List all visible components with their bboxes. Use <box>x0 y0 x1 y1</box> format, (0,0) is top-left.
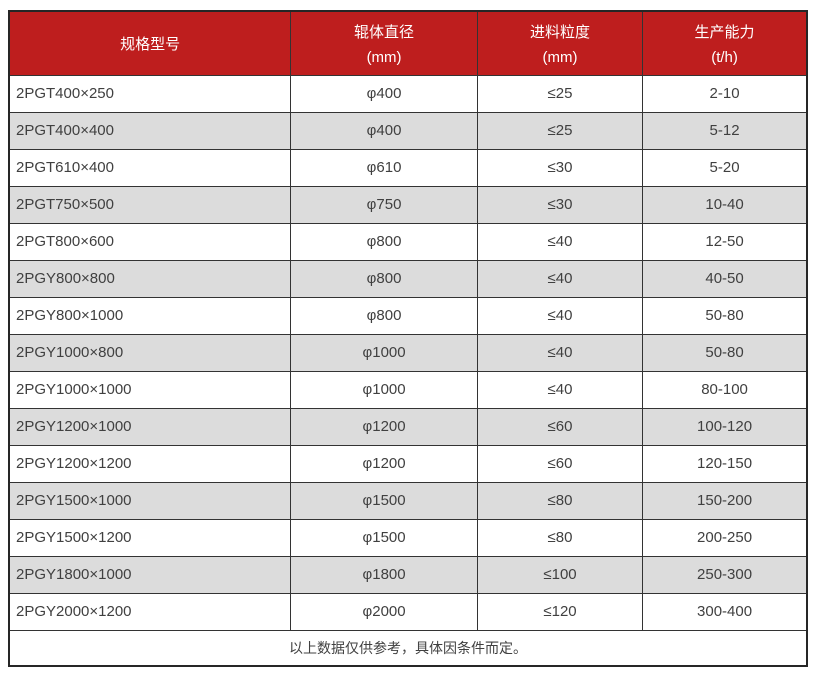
header-row: 规格型号 辊体直径 (mm) 进料粒度 (mm) 生产能力 (t/h) <box>8 10 808 76</box>
header-label: 辊体直径 <box>354 23 415 41</box>
spec-model-cell: 2PGT750×500 <box>8 185 292 224</box>
feed-size-cell: ≤120 <box>476 592 644 631</box>
capacity-cell: 120-150 <box>642 444 808 483</box>
roller-diameter-cell: φ750 <box>290 185 478 224</box>
table-row: 2PGT750×500 φ750 ≤30 10-40 <box>8 185 808 224</box>
roller-diameter-cell: φ1500 <box>290 518 478 557</box>
roller-diameter-cell: φ2000 <box>290 592 478 631</box>
roller-diameter-cell: φ1200 <box>290 444 478 483</box>
feed-size-cell: ≤80 <box>476 481 644 520</box>
capacity-cell: 40-50 <box>642 259 808 298</box>
roller-diameter-cell: φ1500 <box>290 481 478 520</box>
feed-size-cell: ≤40 <box>476 370 644 409</box>
feed-size-cell: ≤25 <box>476 111 644 150</box>
table-row: 2PGY1200×1200 φ1200 ≤60 120-150 <box>8 444 808 483</box>
feed-size-cell: ≤30 <box>476 185 644 224</box>
roller-diameter-cell: φ800 <box>290 296 478 335</box>
capacity-cell: 5-20 <box>642 148 808 187</box>
spec-model-cell: 2PGT800×600 <box>8 222 292 261</box>
table-row: 2PGT400×400 φ400 ≤25 5-12 <box>8 111 808 150</box>
table-body: 2PGT400×250 φ400 ≤25 2-10 2PGT400×400 φ400 ≤25… <box>8 74 808 631</box>
capacity-cell: 50-80 <box>642 296 808 335</box>
table-row: 2PGY1500×1200 φ1500 ≤80 200-250 <box>8 518 808 557</box>
table-row: 2PGY800×1000 φ800 ≤40 50-80 <box>8 296 808 335</box>
roller-diameter-cell: φ1200 <box>290 407 478 446</box>
capacity-cell: 100-120 <box>642 407 808 446</box>
table-row: 2PGT400×250 φ400 ≤25 2-10 <box>8 74 808 113</box>
table-row: 2PGY800×800 φ800 ≤40 40-50 <box>8 259 808 298</box>
header-label: 进料粒度 <box>530 23 591 41</box>
table-header: 规格型号 辊体直径 (mm) 进料粒度 (mm) 生产能力 (t/h) <box>8 10 808 76</box>
roller-diameter-cell: φ610 <box>290 148 478 187</box>
feed-size-cell: ≤30 <box>476 148 644 187</box>
spec-model-cell: 2PGY1200×1000 <box>8 407 292 446</box>
spec-model-cell: 2PGT400×250 <box>8 74 292 113</box>
table-row: 2PGY2000×1200 φ2000 ≤120 300-400 <box>8 592 808 631</box>
table-row: 2PGY1200×1000 φ1200 ≤60 100-120 <box>8 407 808 446</box>
capacity-cell: 5-12 <box>642 111 808 150</box>
capacity-cell: 80-100 <box>642 370 808 409</box>
roller-diameter-cell: φ1800 <box>290 555 478 594</box>
capacity-cell: 150-200 <box>642 481 808 520</box>
spec-model-cell: 2PGT400×400 <box>8 111 292 150</box>
table-row: 2PGY1000×800 φ1000 ≤40 50-80 <box>8 333 808 372</box>
header-roller-diameter: 辊体直径 (mm) <box>290 10 478 76</box>
table-row: 2PGT800×600 φ800 ≤40 12-50 <box>8 222 808 261</box>
capacity-cell: 200-250 <box>642 518 808 557</box>
feed-size-cell: ≤40 <box>476 259 644 298</box>
roller-diameter-cell: φ400 <box>290 111 478 150</box>
table-footer: 以上数据仅供参考，具体因条件而定。 <box>8 629 808 667</box>
spec-model-cell: 2PGY1000×1000 <box>8 370 292 409</box>
header-capacity: 生产能力 (t/h) <box>642 10 808 76</box>
table-row: 2PGY1800×1000 φ1800 ≤100 250-300 <box>8 555 808 594</box>
capacity-cell: 300-400 <box>642 592 808 631</box>
spec-model-cell: 2PGY1200×1200 <box>8 444 292 483</box>
header-label: 规格型号 <box>120 35 181 53</box>
spec-model-cell: 2PGY800×800 <box>8 259 292 298</box>
feed-size-cell: ≤60 <box>476 444 644 483</box>
roller-diameter-cell: φ1000 <box>290 370 478 409</box>
spec-model-cell: 2PGY1800×1000 <box>8 555 292 594</box>
feed-size-cell: ≤40 <box>476 333 644 372</box>
capacity-cell: 250-300 <box>642 555 808 594</box>
table-row: 2PGY1500×1000 φ1500 ≤80 150-200 <box>8 481 808 520</box>
capacity-cell: 12-50 <box>642 222 808 261</box>
feed-size-cell: ≤60 <box>476 407 644 446</box>
feed-size-cell: ≤40 <box>476 222 644 261</box>
feed-size-cell: ≤25 <box>476 74 644 113</box>
roller-diameter-cell: φ400 <box>290 74 478 113</box>
spec-model-cell: 2PGY800×1000 <box>8 296 292 335</box>
feed-size-cell: ≤40 <box>476 296 644 335</box>
spec-model-cell: 2PGY1500×1200 <box>8 518 292 557</box>
capacity-cell: 10-40 <box>642 185 808 224</box>
spec-model-cell: 2PGY1500×1000 <box>8 481 292 520</box>
feed-size-cell: ≤80 <box>476 518 644 557</box>
table-row: 2PGT610×400 φ610 ≤30 5-20 <box>8 148 808 187</box>
spec-table: 规格型号 辊体直径 (mm) 进料粒度 (mm) 生产能力 (t/h) 2PGT… <box>8 10 808 667</box>
capacity-cell: 50-80 <box>642 333 808 372</box>
header-label: 生产能力 <box>694 23 755 41</box>
spec-model-cell: 2PGT610×400 <box>8 148 292 187</box>
header-unit: (mm) <box>542 48 578 66</box>
spec-model-cell: 2PGY1000×800 <box>8 333 292 372</box>
roller-diameter-cell: φ800 <box>290 259 478 298</box>
header-unit: (t/h) <box>711 48 738 66</box>
header-unit: (mm) <box>366 48 402 66</box>
spec-model-cell: 2PGY2000×1200 <box>8 592 292 631</box>
roller-diameter-cell: φ800 <box>290 222 478 261</box>
header-feed-size: 进料粒度 (mm) <box>476 10 644 76</box>
footnote-text: 以上数据仅供参考，具体因条件而定。 <box>8 629 808 667</box>
footnote-row: 以上数据仅供参考，具体因条件而定。 <box>8 629 808 667</box>
capacity-cell: 2-10 <box>642 74 808 113</box>
header-spec-model: 规格型号 <box>8 10 292 76</box>
roller-diameter-cell: φ1000 <box>290 333 478 372</box>
table-row: 2PGY1000×1000 φ1000 ≤40 80-100 <box>8 370 808 409</box>
feed-size-cell: ≤100 <box>476 555 644 594</box>
